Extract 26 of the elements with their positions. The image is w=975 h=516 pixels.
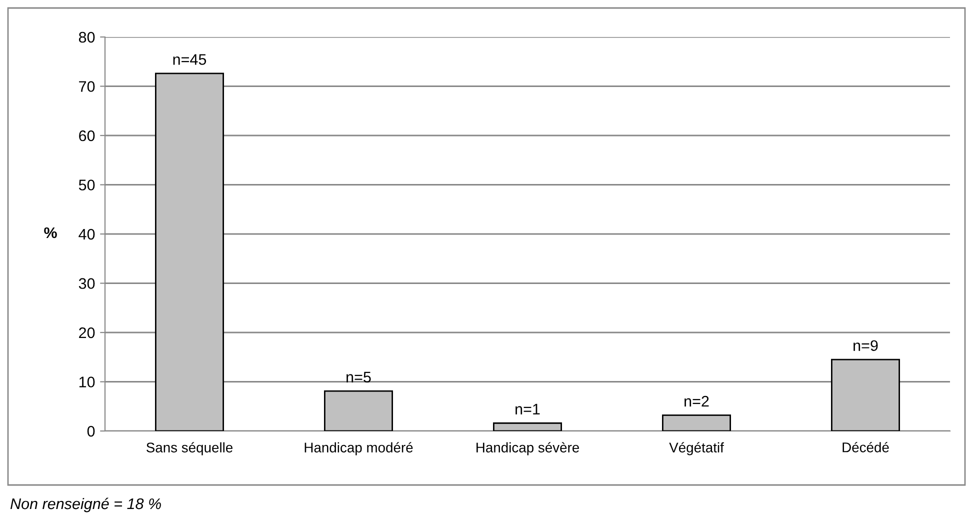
text: Non renseigné = 18 % — [10, 498, 161, 512]
y-tick-label: 60 — [79, 130, 95, 142]
bar — [324, 390, 393, 431]
y-tick-label: 40 — [78, 228, 95, 240]
bar — [155, 72, 224, 431]
y-tick-label: 80 — [78, 32, 95, 43]
bar — [493, 422, 562, 431]
bar — [831, 358, 900, 431]
y-tick-label: 70 — [79, 81, 95, 92]
annotation: n=1 — [516, 404, 540, 414]
y-tick-label: 50 — [78, 180, 95, 190]
annotation: n=45 — [173, 54, 206, 65]
x-tick-label: Végétatif — [669, 442, 724, 456]
annotation: n=2 — [684, 396, 709, 407]
y-tick-label: 10 — [79, 376, 95, 388]
x-tick-label: Handicap modéré — [304, 442, 413, 456]
y-axis-title: % — [44, 227, 57, 238]
annotation: n=5 — [346, 372, 371, 383]
bar — [662, 414, 731, 431]
x-tick-label: Décédé — [842, 442, 889, 452]
y-tick-label: 20 — [79, 327, 95, 338]
y-tick-label: 0 — [87, 426, 95, 437]
annotation: n=9 — [854, 340, 878, 352]
x-tick-label: Sans séquelle — [146, 442, 233, 456]
y-tick-label: 30 — [78, 278, 95, 289]
x-tick-label: Handicap sévère — [476, 442, 579, 456]
